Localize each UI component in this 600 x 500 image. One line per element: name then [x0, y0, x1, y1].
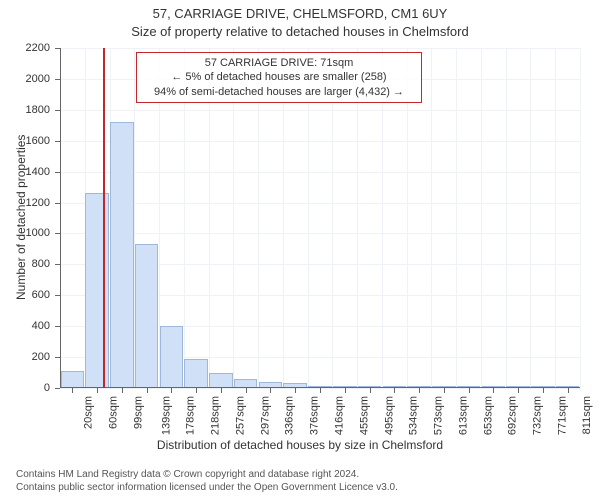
- xtick-mark: [122, 388, 123, 393]
- chart-title-line1: 57, CARRIAGE DRIVE, CHELMSFORD, CM1 6UY: [0, 6, 600, 21]
- xtick-label: 653sqm: [482, 396, 494, 435]
- ytick-label: 2200: [26, 42, 50, 54]
- ytick-label: 200: [32, 351, 50, 363]
- xtick-mark: [345, 388, 346, 393]
- marker-line: [103, 48, 105, 388]
- ytick-label: 0: [44, 382, 50, 394]
- gridline-vertical: [555, 48, 556, 388]
- xtick-mark: [370, 388, 371, 393]
- chart-title-line2: Size of property relative to detached ho…: [0, 24, 600, 39]
- gridline-vertical: [580, 48, 581, 388]
- xtick-label: 297sqm: [259, 396, 271, 435]
- bar: [135, 244, 159, 388]
- x-axis-label: Distribution of detached houses by size …: [0, 438, 600, 452]
- xtick-mark: [469, 388, 470, 393]
- xtick-mark: [97, 388, 98, 393]
- xtick-label: 613sqm: [457, 396, 469, 435]
- xtick-label: 732sqm: [532, 396, 544, 435]
- xtick-label: 495sqm: [383, 396, 395, 435]
- ytick-label: 1600: [26, 135, 50, 147]
- xtick-mark: [444, 388, 445, 393]
- footer-line1: Contains HM Land Registry data © Crown c…: [16, 468, 398, 481]
- footer-line2: Contains public sector information licen…: [16, 481, 398, 494]
- gridline-vertical: [481, 48, 482, 388]
- xtick-label: 771sqm: [556, 396, 568, 435]
- ytick-mark: [55, 388, 60, 389]
- xtick-label: 336sqm: [284, 396, 296, 435]
- xtick-label: 455sqm: [358, 396, 370, 435]
- xtick-label: 257sqm: [235, 396, 247, 435]
- xtick-mark: [221, 388, 222, 393]
- xtick-label: 139sqm: [160, 396, 172, 435]
- plot-area: 0200400600800100012001400160018002000220…: [60, 48, 580, 388]
- chart-container: 57, CARRIAGE DRIVE, CHELMSFORD, CM1 6UY …: [0, 0, 600, 500]
- bar: [160, 326, 184, 388]
- gridline-horizontal: [60, 141, 580, 142]
- xtick-mark: [295, 388, 296, 393]
- bar: [85, 193, 109, 388]
- xtick-label: 20sqm: [83, 396, 95, 429]
- xtick-mark: [320, 388, 321, 393]
- xtick-label: 376sqm: [309, 396, 321, 435]
- xtick-mark: [246, 388, 247, 393]
- annotation-box: 57 CARRIAGE DRIVE: 71sqm← 5% of detached…: [136, 52, 422, 103]
- xtick-mark: [171, 388, 172, 393]
- x-axis-line: [60, 387, 580, 388]
- xtick-mark: [270, 388, 271, 393]
- annotation-line: 57 CARRIAGE DRIVE: 71sqm: [145, 56, 413, 70]
- bar: [110, 122, 134, 388]
- annotation-line: ← 5% of detached houses are smaller (258…: [145, 70, 413, 84]
- ytick-label: 600: [32, 289, 50, 301]
- footer-text: Contains HM Land Registry data © Crown c…: [16, 468, 398, 494]
- xtick-label: 218sqm: [210, 396, 222, 435]
- gridline-horizontal: [60, 48, 580, 49]
- gridline-vertical: [530, 48, 531, 388]
- xtick-mark: [394, 388, 395, 393]
- gridline-horizontal: [60, 110, 580, 111]
- ytick-label: 2000: [26, 73, 50, 85]
- xtick-label: 811sqm: [581, 396, 593, 434]
- ytick-label: 1200: [26, 197, 50, 209]
- ytick-label: 1800: [26, 104, 50, 116]
- ytick-label: 1000: [26, 227, 50, 239]
- ytick-label: 400: [32, 320, 50, 332]
- gridline-vertical: [506, 48, 507, 388]
- bar: [184, 359, 208, 388]
- annotation-line: 94% of semi-detached houses are larger (…: [145, 85, 413, 99]
- xtick-mark: [568, 388, 569, 393]
- xtick-label: 692sqm: [507, 396, 519, 435]
- y-axis-label: Number of detached properties: [14, 135, 28, 300]
- xtick-mark: [196, 388, 197, 393]
- xtick-label: 60sqm: [108, 396, 120, 429]
- bar: [61, 371, 85, 388]
- gridline-vertical: [456, 48, 457, 388]
- gridline-vertical: [431, 48, 432, 388]
- xtick-label: 416sqm: [334, 396, 346, 435]
- gridline-horizontal: [60, 172, 580, 173]
- xtick-mark: [493, 388, 494, 393]
- xtick-mark: [72, 388, 73, 393]
- xtick-mark: [419, 388, 420, 393]
- bar: [209, 373, 233, 388]
- ytick-label: 1400: [26, 166, 50, 178]
- xtick-mark: [543, 388, 544, 393]
- xtick-mark: [147, 388, 148, 393]
- ytick-label: 800: [32, 258, 50, 270]
- xtick-label: 178sqm: [185, 396, 197, 435]
- xtick-label: 573sqm: [433, 396, 445, 435]
- y-axis-line: [60, 48, 61, 388]
- xtick-label: 99sqm: [132, 396, 144, 429]
- gridline-horizontal: [60, 233, 580, 234]
- xtick-label: 534sqm: [408, 396, 420, 435]
- gridline-horizontal: [60, 203, 580, 204]
- xtick-mark: [518, 388, 519, 393]
